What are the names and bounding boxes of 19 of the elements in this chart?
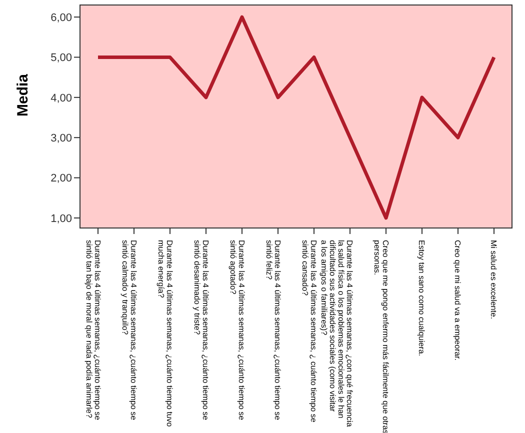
x-tick-label: Durante las 4 últimas semanas, ¿cuánto tiempo tuvo mucha energía? <box>156 240 174 428</box>
x-tick-label: Mi salud es excelente. <box>489 240 498 320</box>
y-tick-label: 2,00 <box>50 172 72 185</box>
x-tick-label: Durante las 4 últimas semanas, ¿cuánto tiempo se sintió tan bajo de moral que nada podía animarle? <box>84 240 102 421</box>
x-tick-label: Creo que mi salud va a empeorar. <box>453 240 462 361</box>
x-tick-label: Estoy tan sano como cualquiera. <box>417 240 426 356</box>
y-tick-label: 5,00 <box>50 52 72 64</box>
line-series <box>96 15 496 220</box>
x-tick-label: Durante las 4 últimas semanas, ¿cuánto tiempo se sintió calmado y tranquilo? <box>120 240 138 421</box>
y-tick-label: 6,00 <box>50 12 72 24</box>
x-tick-label: Durante las 4 últimas semanas, ¿ cuánto tiempo se sintió cansado? <box>300 240 318 423</box>
x-tick-label: Durante las 4 últimas semanas, ¿cuánto tiempo se sintió agotado? <box>228 240 246 421</box>
y-axis-title: Media <box>14 73 32 116</box>
y-tick-label: 4,00 <box>50 92 72 104</box>
y-tick-label: 1,00 <box>50 212 72 225</box>
x-tick-label: Durante las 4 últimas semanas, ¿cuánto tiempo se sintió desanimado y triste? <box>192 240 210 421</box>
y-tick-label: 3,00 <box>50 132 72 144</box>
x-tick-label: Durante las 4 últimas semanas, ¿cuánto tiempo se sintió feliz? <box>264 240 282 421</box>
x-tick-label: Durante las 4 últimas semanas, ¿con qué frecuencia la salud física o los problemas emocionales le han dificultado sus actividades sociales (como visitar a los amigos o familiares)? <box>320 240 354 428</box>
